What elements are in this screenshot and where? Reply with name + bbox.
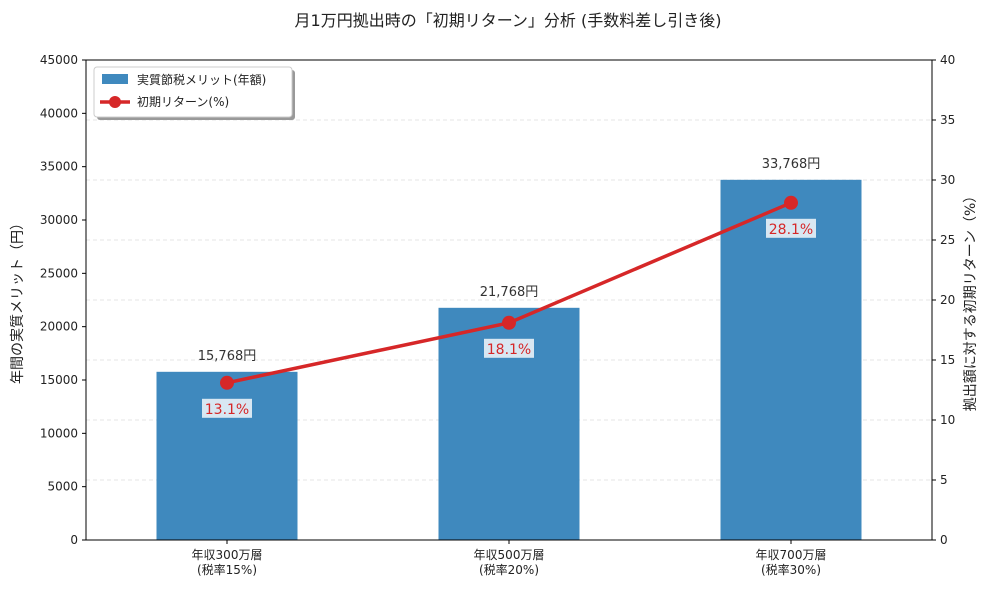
y-axis-label: 年間の実質メリット（円） [10,216,26,384]
x-tick-label: 年収300万層 [192,548,263,562]
y-tick-label: 10000 [40,426,78,440]
x-tick-label: 年収700万層 [756,548,827,562]
x-tick-label: 年収500万層 [474,548,545,562]
y-tick-label: 25000 [40,266,78,280]
y2-tick-label: 20 [940,293,955,307]
bar [720,179,862,541]
return-label-box [484,338,534,358]
chart-title: 月1万円拠出時の「初期リターン」分析 (手数料差し引き後) [295,11,722,30]
y2-tick-label: 40 [940,53,955,67]
legend-bar-swatch [102,74,128,84]
return-value-label: 13.1% [205,402,249,418]
legend-box [93,66,293,118]
x-tick-label: (税率30%) [761,562,821,577]
legend-line-label: 初期リターン(%) [137,95,229,109]
y-tick-label: 30000 [40,213,78,227]
legend-line-marker [109,96,121,108]
bar-value-label: 33,768円 [762,157,821,172]
y2-axis-label: 拠出額に対する初期リターン（%） [962,189,979,412]
legend: 実質節税メリット(年額) 初期リターン(%) [93,66,295,120]
x-tick-label: (税率15%) [197,562,257,577]
y2-tick-label: 15 [940,353,955,367]
y2-tick-label: 0 [940,533,948,547]
return-point [784,195,798,210]
x-tick-label: (税率20%) [479,562,539,577]
line-series [220,195,798,390]
return-value-label: 28.1% [769,222,813,238]
legend-bar-label: 実質節税メリット(年額) [137,72,266,87]
y-tick-label: 45000 [40,53,78,67]
return-value-label: 18.1% [487,342,531,358]
y-tick-label: 20000 [40,320,78,334]
y-tick-label: 35000 [40,160,78,174]
return-point [502,315,516,330]
return-point [220,375,234,390]
bar-value-label: 21,768円 [480,285,539,300]
data-labels: 15,768円 21,768円 33,768円 13.1% 18.1% 28.1% [198,157,821,418]
bar-value-label: 15,768円 [198,349,257,364]
y-tick-label: 40000 [40,106,78,120]
y-tick-label: 15000 [40,373,78,387]
y-tick-label: 0 [70,533,78,547]
y2-tick-label: 25 [940,233,955,247]
y2-tick-label: 5 [940,473,948,487]
return-label-box [202,398,252,418]
axes: 0 5000 10000 15000 20000 25000 30000 35000 40000… [40,53,955,577]
return-label-box [766,218,816,238]
bar [156,371,298,540]
y-tick-label: 5000 [47,480,78,494]
y2-tick-label: 10 [940,413,955,427]
y2-tick-label: 30 [940,173,955,187]
y2-tick-label: 35 [940,113,955,127]
